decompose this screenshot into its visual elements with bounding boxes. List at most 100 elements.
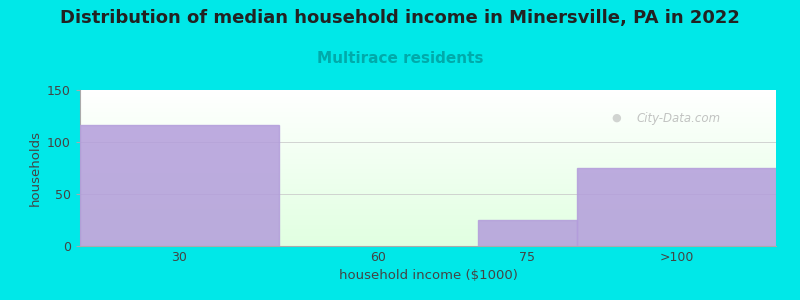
X-axis label: household income ($1000): household income ($1000) <box>338 269 518 282</box>
Bar <box>80 129 776 130</box>
Y-axis label: households: households <box>29 130 42 206</box>
Bar <box>80 206 776 207</box>
Bar <box>80 226 776 227</box>
Text: Distribution of median household income in Minersville, PA in 2022: Distribution of median household income … <box>60 9 740 27</box>
Bar <box>80 244 776 246</box>
Bar <box>80 235 776 237</box>
Bar <box>80 112 776 113</box>
Text: City-Data.com: City-Data.com <box>637 112 721 124</box>
Bar <box>80 171 776 173</box>
Bar <box>80 163 776 165</box>
Bar <box>80 154 776 155</box>
Bar <box>80 193 776 194</box>
Bar <box>80 160 776 162</box>
Bar <box>80 202 776 204</box>
Bar <box>80 188 776 190</box>
Bar <box>80 118 776 120</box>
Bar <box>80 107 776 109</box>
Bar <box>80 138 776 140</box>
Bar <box>80 121 776 123</box>
Bar <box>80 241 776 243</box>
Bar <box>80 174 776 176</box>
Text: ●: ● <box>611 113 621 123</box>
Bar <box>80 216 776 218</box>
Bar <box>478 220 577 246</box>
Bar <box>80 220 776 221</box>
Bar <box>80 143 776 145</box>
Bar <box>80 110 776 112</box>
Bar <box>80 223 776 224</box>
Bar <box>80 104 776 106</box>
Bar <box>80 123 776 124</box>
Bar <box>80 148 776 149</box>
Bar <box>80 168 776 170</box>
Bar <box>80 191 776 193</box>
Bar <box>80 149 776 151</box>
Bar <box>80 126 776 128</box>
Bar <box>80 140 776 142</box>
Bar <box>80 207 776 208</box>
Bar <box>80 96 776 98</box>
Bar <box>80 106 776 107</box>
Bar <box>80 227 776 229</box>
Text: Multirace residents: Multirace residents <box>317 51 483 66</box>
Bar <box>80 165 776 166</box>
Bar <box>80 230 776 232</box>
Bar <box>80 179 776 181</box>
Bar <box>80 145 776 146</box>
Bar <box>80 135 776 137</box>
Bar <box>80 101 776 103</box>
Bar <box>80 224 776 226</box>
Bar <box>80 208 776 210</box>
Bar <box>80 232 776 233</box>
Bar <box>80 109 776 110</box>
Bar <box>80 92 776 93</box>
Bar <box>80 132 776 134</box>
Bar <box>80 128 776 129</box>
Bar <box>80 204 776 206</box>
Bar <box>80 181 776 182</box>
Bar <box>80 155 776 157</box>
Bar <box>80 173 776 174</box>
Bar <box>80 218 776 220</box>
Bar <box>80 212 776 213</box>
Bar <box>80 199 776 201</box>
Bar <box>80 169 776 171</box>
Bar <box>80 213 776 215</box>
Bar <box>80 162 776 163</box>
Bar <box>80 99 776 101</box>
Bar <box>80 229 776 230</box>
Bar <box>80 95 776 96</box>
Bar <box>80 201 776 202</box>
Bar <box>80 238 776 240</box>
Bar <box>80 243 776 244</box>
Bar <box>80 185 776 187</box>
Bar <box>80 125 279 246</box>
Bar <box>80 146 776 148</box>
Bar <box>80 115 776 116</box>
Bar <box>80 184 776 185</box>
Bar <box>80 157 776 159</box>
Bar <box>80 194 776 196</box>
Bar <box>80 124 776 126</box>
Bar <box>80 221 776 223</box>
Bar <box>80 167 776 168</box>
Bar <box>80 237 776 238</box>
Bar <box>80 134 776 135</box>
Bar <box>80 120 776 121</box>
Bar <box>80 233 776 235</box>
Bar <box>80 142 776 143</box>
Bar <box>80 210 776 212</box>
Bar <box>80 103 776 104</box>
Bar <box>80 196 776 198</box>
Bar <box>80 198 776 199</box>
Bar <box>80 215 776 216</box>
Bar <box>80 113 776 115</box>
Bar <box>80 90 776 92</box>
Bar <box>80 177 776 179</box>
Bar <box>80 159 776 160</box>
Bar <box>80 240 776 241</box>
Bar <box>80 98 776 99</box>
Bar <box>80 176 776 177</box>
Bar <box>80 93 776 95</box>
